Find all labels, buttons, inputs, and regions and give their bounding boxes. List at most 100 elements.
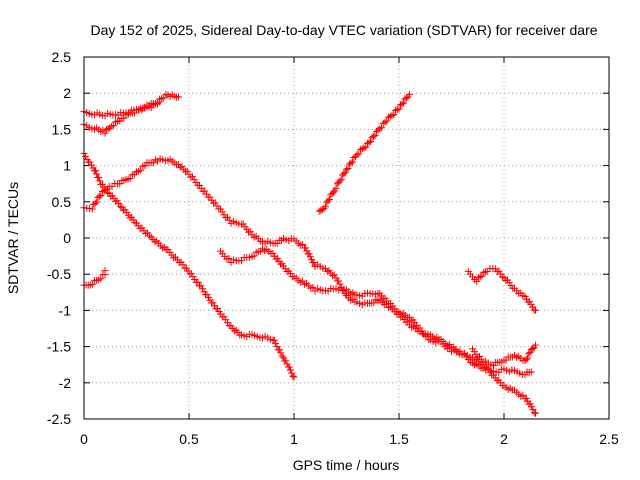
data-point (187, 270, 195, 278)
data-point (388, 111, 396, 119)
data-point (306, 253, 314, 261)
data-point (378, 124, 385, 132)
data-point (398, 100, 406, 108)
data-point (93, 198, 101, 206)
y-tick-label: -2 (59, 375, 72, 391)
plot-frame (83, 56, 610, 420)
data-point (343, 166, 350, 174)
data-point (527, 368, 535, 376)
data-point (298, 240, 306, 248)
data-point (106, 124, 114, 132)
data-point (282, 357, 290, 365)
data-point (360, 144, 368, 152)
data-point (376, 125, 384, 133)
data-point (270, 336, 278, 344)
data-point (423, 333, 431, 341)
data-point (386, 112, 394, 120)
data-point (349, 158, 356, 166)
data-point (522, 355, 530, 363)
y-tick-label: -2.5 (47, 411, 71, 427)
y-tick-label: 1.5 (52, 121, 72, 137)
data-point (189, 273, 197, 281)
data-point (101, 267, 109, 275)
data-point (445, 344, 453, 352)
data-point (526, 400, 534, 408)
data-point (322, 203, 329, 211)
data-point (246, 228, 254, 236)
x-tick-label: 2.5 (599, 431, 619, 447)
data-point (498, 273, 506, 281)
y-tick-label: 1 (63, 158, 71, 174)
data-point (203, 190, 210, 198)
data-point (156, 98, 164, 106)
data-point (201, 187, 209, 195)
x-tick-label: 1 (290, 431, 298, 447)
data-point (197, 282, 205, 290)
data-point (126, 175, 134, 183)
data-point (102, 186, 110, 194)
data-point (278, 352, 286, 360)
y-tick-label: 0 (63, 230, 71, 246)
plot-data (80, 90, 539, 417)
y-tick-label: -1.5 (47, 339, 71, 355)
data-point (476, 273, 484, 281)
data-point (305, 250, 313, 258)
x-tick-label: 0 (80, 431, 88, 447)
data-point (385, 113, 392, 121)
data-point (526, 348, 534, 356)
data-point (474, 274, 482, 282)
data-point (179, 261, 187, 269)
data-point (528, 403, 536, 411)
data-point (100, 187, 108, 195)
data-point (199, 285, 206, 293)
y-tick-label: 2.5 (52, 49, 72, 65)
data-point (220, 313, 228, 321)
data-point (392, 106, 399, 114)
data-point (365, 138, 373, 146)
data-point (335, 277, 343, 285)
data-point (337, 176, 345, 184)
data-point (272, 339, 280, 347)
data-point (209, 299, 217, 307)
data-point (480, 268, 488, 276)
data-point (302, 244, 310, 252)
data-point (109, 122, 117, 130)
data-point (88, 205, 96, 213)
data-point (86, 158, 94, 166)
data-point (183, 167, 191, 175)
data-point (88, 161, 95, 169)
data-point (309, 283, 317, 291)
data-point (290, 373, 298, 381)
data-point (214, 305, 221, 313)
data-point (357, 146, 364, 154)
data-point (344, 165, 352, 173)
data-point (358, 145, 366, 153)
data-point (332, 184, 340, 192)
data-point (532, 409, 539, 417)
data-point (88, 280, 96, 288)
data-point (325, 196, 333, 204)
data-point (194, 278, 202, 286)
data-point (288, 369, 296, 377)
data-point (473, 277, 481, 285)
data-point (330, 271, 338, 279)
data-point (289, 372, 297, 380)
data-point (277, 349, 285, 357)
data-point (421, 330, 429, 338)
data-point (92, 167, 100, 175)
data-point (276, 346, 284, 354)
data-point (101, 129, 109, 137)
data-point (213, 202, 221, 210)
data-point (371, 131, 379, 139)
data-point (336, 280, 344, 288)
data-point (416, 324, 424, 332)
data-point (529, 406, 537, 414)
data-point (211, 199, 219, 207)
data-point (362, 143, 370, 151)
y-tick-label: 2 (63, 85, 71, 101)
data-point (383, 117, 391, 125)
data-point (395, 105, 403, 113)
data-point (353, 151, 361, 159)
